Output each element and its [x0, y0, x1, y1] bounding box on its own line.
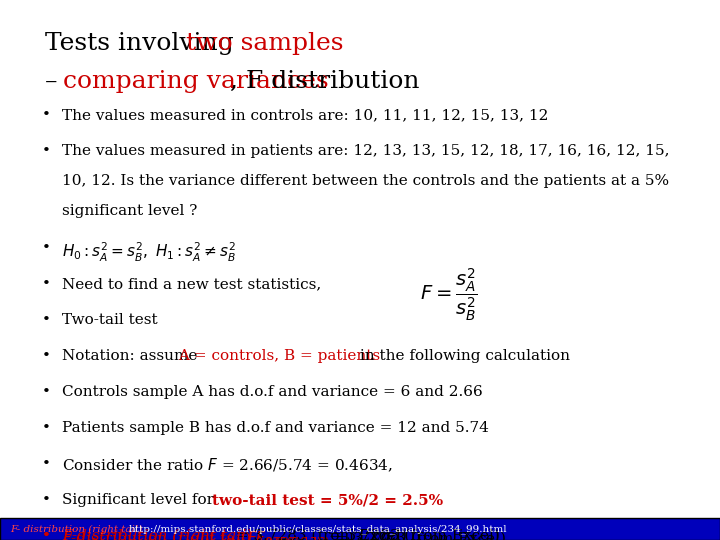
- Text: Controls sample A has d.o.f and variance = 6 and 2.66: Controls sample A has d.o.f and variance…: [62, 385, 482, 399]
- Text: $\mathit{F}$-distribution (right tail) $\mathit{F}_{0.025(6,12)}$ = 3.7283 (from: $\mathit{F}$-distribution (right tail) $…: [62, 529, 506, 540]
- Text: 10, 12. Is the variance different between the controls and the patients at a 5%: 10, 12. Is the variance different betwee…: [62, 174, 669, 188]
- Text: •: •: [42, 313, 51, 327]
- Text: •: •: [42, 529, 51, 540]
- Text: •: •: [42, 385, 51, 399]
- Text: •: •: [42, 421, 51, 435]
- Text: F-distribution (right tail): F-distribution (right tail): [62, 529, 262, 540]
- Text: •: •: [42, 493, 51, 507]
- Text: Two-tail test: Two-tail test: [62, 313, 158, 327]
- Text: •: •: [42, 144, 51, 158]
- Text: two-tail test = 5%/2 = 2.5%: two-tail test = 5%/2 = 2.5%: [212, 493, 444, 507]
- Text: Patients sample B has d.o.f and variance = 12 and 5.74: Patients sample B has d.o.f and variance…: [62, 421, 489, 435]
- Text: •: •: [42, 108, 51, 122]
- Text: Tests involving: Tests involving: [45, 32, 242, 55]
- Text: •: •: [42, 277, 51, 291]
- Text: •: •: [42, 529, 51, 540]
- Text: A = controls, B = patients: A = controls, B = patients: [178, 349, 380, 363]
- Text: , F distribution: , F distribution: [230, 70, 419, 93]
- Text: $F_{0.025(6,12)}$: $F_{0.025(6,12)}$: [247, 529, 322, 540]
- Text: Consider the ratio $F$ = 2.66/5.74 = 0.4634,: Consider the ratio $F$ = 2.66/5.74 = 0.4…: [62, 457, 393, 475]
- Text: = 3.7283 (from Excel): = 3.7283 (from Excel): [323, 529, 500, 540]
- Text: $\mathit{F}$-distribution (right tail) $\mathit{F}_{0.025(6,12)}$: $\mathit{F}$-distribution (right tail) $…: [62, 529, 330, 540]
- Text: = 3.7283 (from Excel): = 3.7283 (from Excel): [231, 529, 407, 540]
- Text: F- distribution (right tail): F- distribution (right tail): [10, 524, 145, 534]
- Text: •: •: [42, 457, 51, 471]
- FancyBboxPatch shape: [0, 518, 720, 540]
- Text: Significant level for: Significant level for: [62, 493, 219, 507]
- Text: significant level ?: significant level ?: [62, 204, 197, 218]
- Text: •: •: [42, 241, 51, 255]
- Text: $F = \dfrac{s_A^2}{s_B^2}$: $F = \dfrac{s_A^2}{s_B^2}$: [420, 267, 477, 323]
- Text: •: •: [42, 529, 51, 540]
- Text: $H_0: s_A^2 = s_B^2,\ H_1: s_A^2 \neq s_B^2$: $H_0: s_A^2 = s_B^2,\ H_1: s_A^2 \neq s_…: [62, 241, 236, 264]
- Text: Notation: assume: Notation: assume: [62, 349, 202, 363]
- Text: The values measured in patients are: 12, 13, 13, 15, 12, 18, 17, 16, 16, 12, 15,: The values measured in patients are: 12,…: [62, 144, 670, 158]
- Text: Need to find a new test statistics,: Need to find a new test statistics,: [62, 277, 321, 291]
- Text: comparing variances: comparing variances: [63, 70, 328, 93]
- Text: two samples: two samples: [186, 32, 343, 55]
- Text: –: –: [45, 70, 66, 93]
- Text: The values measured in controls are: 10, 11, 11, 12, 15, 13, 12: The values measured in controls are: 10,…: [62, 108, 549, 122]
- Text: in the following calculation: in the following calculation: [355, 349, 570, 363]
- Text: http://mips.stanford.edu/public/classes/stats_data_analysis/234_99.html: http://mips.stanford.edu/public/classes/…: [129, 524, 508, 534]
- Text: •: •: [42, 349, 51, 363]
